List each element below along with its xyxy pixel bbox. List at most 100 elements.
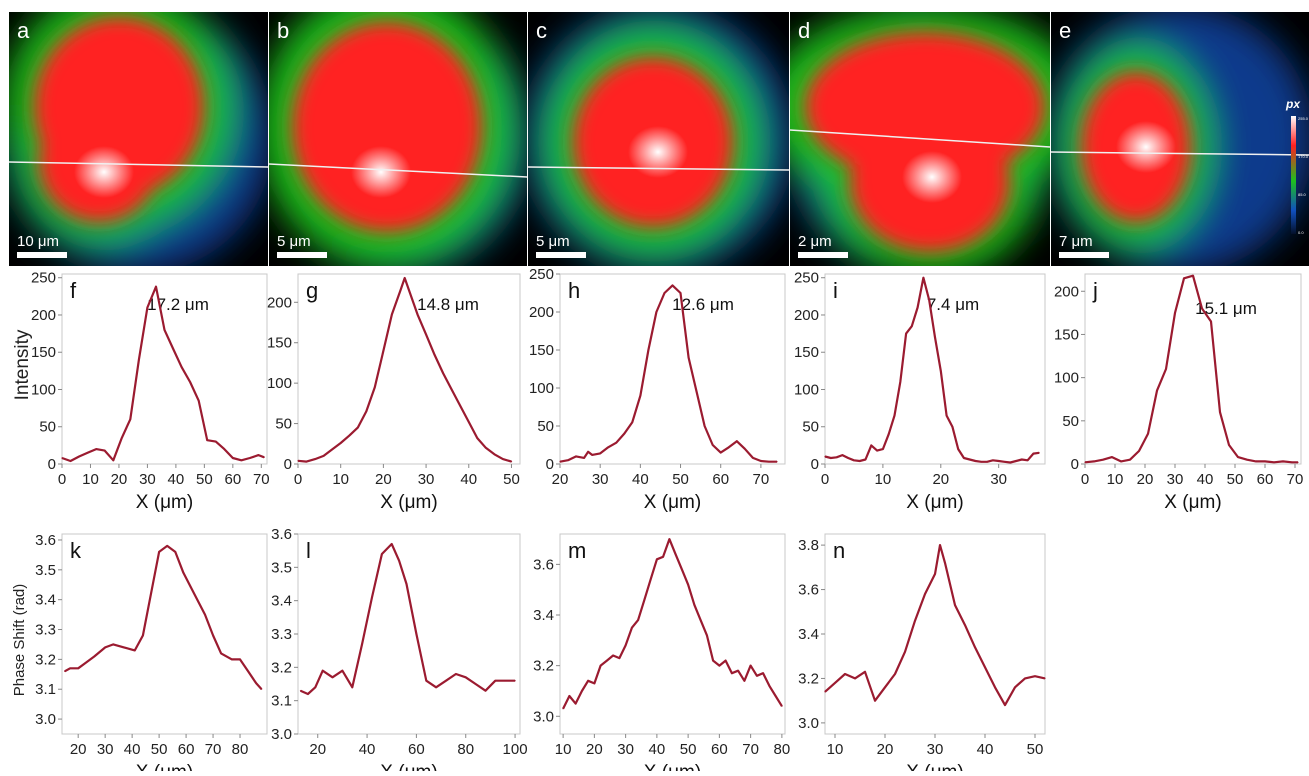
data-point — [606, 660, 608, 662]
data-point — [215, 441, 217, 443]
data-point — [882, 448, 884, 450]
data-point — [750, 665, 752, 667]
data-point — [223, 448, 225, 450]
colorbar-gradient — [1291, 116, 1296, 234]
x-axis-label: X (μm) — [136, 762, 193, 771]
data-point — [1147, 433, 1149, 435]
y-tick-label: 200 — [267, 294, 292, 311]
data-point — [340, 442, 342, 444]
data-point — [650, 579, 652, 581]
y-tick-label: 100 — [267, 375, 292, 392]
x-tick-label: 100 — [503, 741, 528, 758]
plot-letter-h: h — [568, 278, 580, 303]
data-point — [434, 354, 436, 356]
y-tick-label: 200 — [31, 307, 56, 324]
data-point — [954, 604, 956, 606]
data-point — [1246, 459, 1248, 461]
x-tick-label: 40 — [632, 471, 649, 488]
y-tick-label: 100 — [529, 380, 554, 397]
data-point — [1009, 461, 1011, 464]
data-point — [668, 538, 671, 540]
data-point — [1120, 460, 1122, 462]
data-point — [864, 671, 866, 673]
x-tick-label: 80 — [774, 741, 791, 758]
data-point — [112, 459, 114, 461]
data-point — [232, 457, 234, 459]
profile-line — [9, 161, 268, 168]
plot-panel-f: 0 50 100 150 200 250 0 10 20 30 40 50 60 70 X (μm) f 17.… — [31, 270, 270, 513]
scale-bar-label: 2 μm — [798, 233, 832, 250]
plot-area — [297, 533, 521, 735]
x-tick-label: 60 — [1257, 471, 1274, 488]
data-point — [476, 437, 478, 439]
scale-bar-label: 5 μm — [277, 233, 311, 250]
data-point — [625, 644, 627, 647]
x-tick-label: 60 — [224, 471, 241, 488]
x-tick-label: 0 — [821, 471, 829, 488]
y-tick-label: 3.2 — [271, 659, 292, 676]
data-point — [451, 389, 453, 391]
x-tick-label: 40 — [1197, 471, 1214, 488]
y-tick-label: 150 — [267, 335, 292, 352]
y-tick-label: 3.2 — [798, 670, 819, 687]
data-point — [261, 688, 263, 690]
plot-letter-k: k — [70, 538, 82, 563]
data-point — [940, 370, 942, 372]
data-point — [361, 643, 363, 645]
image-panel-c: c 5 μm — [528, 12, 789, 266]
data-point — [204, 614, 206, 616]
y-tick-label: 100 — [1054, 370, 1079, 387]
image-panel-d: d 2 μm — [790, 12, 1050, 266]
data-point — [720, 452, 722, 454]
x-tick-label: 50 — [151, 741, 168, 758]
data-point — [939, 544, 941, 546]
data-point — [181, 366, 183, 368]
x-tick-label: 0 — [58, 471, 66, 488]
data-point — [567, 459, 569, 461]
colorbar-tick: 0.0 — [1298, 230, 1304, 235]
y-tick-label: 3.6 — [533, 556, 554, 573]
x-tick-label: 10 — [827, 741, 844, 758]
data-point — [150, 593, 152, 595]
data-point — [1024, 677, 1026, 680]
data-point — [760, 460, 762, 462]
data-point — [836, 456, 838, 458]
data-point — [163, 329, 166, 331]
data-point — [874, 700, 876, 702]
data-point — [399, 289, 402, 291]
data-point — [1138, 450, 1140, 452]
y-tick-label: 3.1 — [35, 681, 56, 698]
x-tick-label: 50 — [1027, 741, 1044, 758]
data-point — [1084, 461, 1086, 463]
data-point — [728, 446, 730, 448]
plot-area — [824, 533, 1046, 735]
data-point — [587, 680, 589, 682]
data-point — [992, 459, 994, 461]
y-tick-label: 3.6 — [798, 582, 819, 599]
x-tick-label: 30 — [418, 471, 435, 488]
colorbar-label: px — [1285, 97, 1301, 111]
y-tick-label: 0 — [546, 456, 554, 473]
data-point — [158, 551, 160, 553]
data-point — [830, 457, 832, 459]
y-tick-label: 200 — [1054, 283, 1079, 300]
data-point — [725, 660, 727, 662]
x-tick-label: 40 — [977, 741, 994, 758]
data-point — [876, 450, 878, 452]
data-point — [600, 665, 602, 667]
data-point — [562, 708, 564, 710]
x-tick-label: 80 — [232, 741, 249, 758]
data-point — [1044, 677, 1046, 680]
data-point — [247, 670, 249, 672]
data-point — [1264, 460, 1266, 462]
data-point — [593, 682, 596, 685]
data-point — [485, 447, 487, 449]
profile-series-line — [562, 537, 783, 710]
data-point — [656, 558, 658, 560]
y-tick-label: 3.4 — [533, 607, 554, 624]
data-point — [1034, 675, 1036, 677]
data-point — [1032, 453, 1034, 455]
fwhm-annotation: 14.8 μm — [417, 295, 479, 314]
data-point — [504, 680, 506, 682]
